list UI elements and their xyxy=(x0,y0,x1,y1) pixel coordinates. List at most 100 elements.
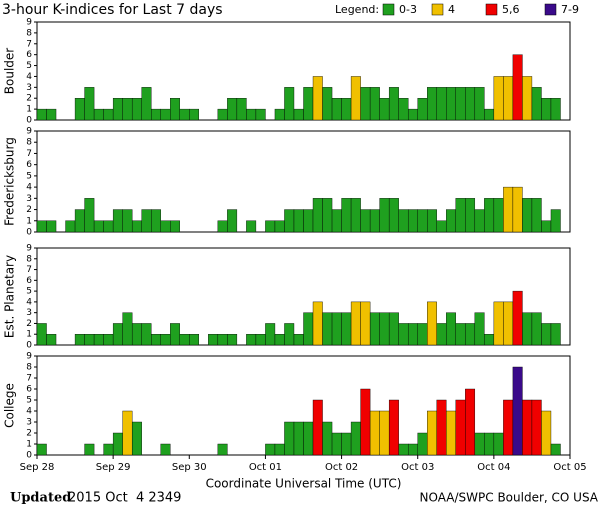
bar xyxy=(388,198,399,233)
bar xyxy=(160,443,171,456)
bar xyxy=(74,209,85,233)
bar xyxy=(312,76,323,121)
bar xyxy=(122,209,133,233)
bar xyxy=(493,432,504,456)
bar xyxy=(379,410,390,456)
bar xyxy=(350,198,361,233)
x-tick-label: Oct 04 xyxy=(477,462,510,473)
bar xyxy=(446,209,456,233)
bar xyxy=(141,323,152,346)
y-axis-label: Est. Planetary xyxy=(3,255,17,338)
x-tick-label: Oct 03 xyxy=(401,462,434,473)
bar xyxy=(303,209,314,233)
bar xyxy=(455,87,466,121)
y-tick-label: 5 xyxy=(26,396,32,406)
bar xyxy=(227,98,238,121)
source: NOAA/SWPC Boulder, CO USA xyxy=(420,491,599,505)
bar xyxy=(312,198,323,233)
bar xyxy=(208,334,219,346)
y-tick-label: 2 xyxy=(26,94,32,104)
bar xyxy=(407,209,418,233)
bar xyxy=(465,323,476,346)
bar xyxy=(522,76,533,121)
bar xyxy=(512,186,523,233)
y-tick-label: 8 xyxy=(26,28,32,38)
y-tick-label: 1 xyxy=(26,440,32,450)
bar xyxy=(493,198,504,233)
y-axis-label: Fredericksburg xyxy=(3,137,17,226)
bar xyxy=(407,443,418,456)
bar xyxy=(427,87,437,121)
bar xyxy=(36,108,47,121)
bar xyxy=(293,108,304,121)
bar xyxy=(84,334,95,346)
bar xyxy=(293,334,304,346)
bar xyxy=(388,312,399,346)
bar xyxy=(151,108,161,121)
bar xyxy=(407,323,418,346)
bar xyxy=(531,312,542,346)
y-tick-label: 2 xyxy=(26,319,32,329)
bar xyxy=(322,87,333,121)
y-tick-label: 5 xyxy=(26,61,32,71)
bar xyxy=(474,432,485,456)
y-tick-label: 3 xyxy=(26,194,32,204)
bar xyxy=(417,209,428,233)
bar xyxy=(522,198,533,233)
bar xyxy=(541,410,552,456)
x-axis-label: Coordinate Universal Time (UTC) xyxy=(206,477,402,491)
bar xyxy=(74,334,85,346)
bar xyxy=(341,312,352,346)
bar xyxy=(322,198,333,233)
bar xyxy=(427,410,437,456)
bar xyxy=(303,312,314,346)
y-tick-label: 0 xyxy=(26,341,32,351)
bar xyxy=(350,301,361,346)
y-tick-label: 6 xyxy=(26,276,32,286)
legend-label: 5,6 xyxy=(502,3,520,16)
bar xyxy=(369,209,380,233)
x-tick-label: Oct 05 xyxy=(553,462,586,473)
bar xyxy=(417,323,428,346)
legend-label: 7-9 xyxy=(561,3,579,16)
y-tick-label: 6 xyxy=(26,160,32,170)
bar xyxy=(379,98,390,121)
bar xyxy=(303,421,314,456)
bar xyxy=(484,108,495,121)
bar xyxy=(255,108,266,121)
y-tick-label: 6 xyxy=(26,50,32,60)
bar xyxy=(122,98,133,121)
bar xyxy=(141,209,152,233)
bar xyxy=(512,54,523,121)
y-tick-label: 6 xyxy=(26,385,32,395)
bar xyxy=(455,198,466,233)
bar xyxy=(312,399,323,456)
bar xyxy=(84,87,95,121)
bar xyxy=(455,323,466,346)
bar xyxy=(436,87,447,121)
bar xyxy=(360,209,371,233)
y-tick-label: 5 xyxy=(26,171,32,181)
bar xyxy=(341,98,352,121)
y-tick-label: 3 xyxy=(26,418,32,428)
y-tick-label: 5 xyxy=(26,287,32,297)
bar xyxy=(436,323,447,346)
y-tick-label: 8 xyxy=(26,363,32,373)
y-tick-label: 3 xyxy=(26,308,32,318)
bar xyxy=(427,209,437,233)
y-tick-label: 3 xyxy=(26,83,32,93)
bar xyxy=(331,98,342,121)
y-tick-label: 0 xyxy=(26,451,32,461)
y-tick-label: 4 xyxy=(26,407,32,417)
legend-label: 0-3 xyxy=(399,3,417,16)
bar xyxy=(46,220,57,233)
bar xyxy=(141,87,152,121)
bar xyxy=(417,98,428,121)
bar xyxy=(417,432,428,456)
bar xyxy=(189,334,200,346)
bar xyxy=(179,334,190,346)
bar xyxy=(341,198,352,233)
bar xyxy=(284,87,295,121)
bar xyxy=(379,312,390,346)
